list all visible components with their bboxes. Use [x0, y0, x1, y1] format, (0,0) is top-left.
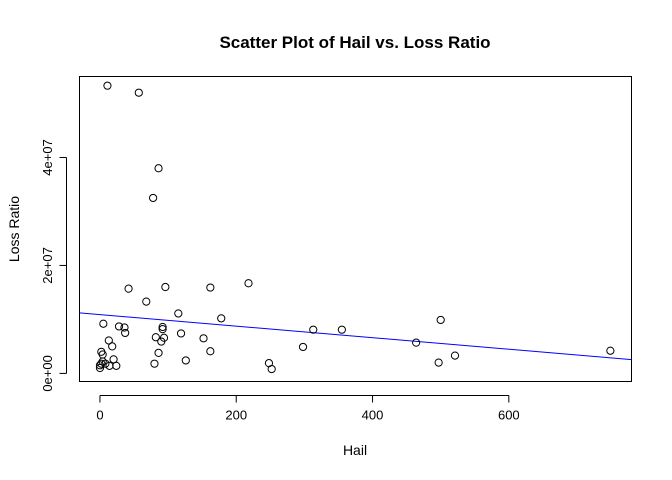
data-point — [158, 322, 167, 332]
data-point — [244, 279, 253, 288]
data-point — [112, 361, 121, 370]
y-tick-label: 0e+00 — [40, 355, 55, 392]
data-points — [95, 81, 615, 374]
data-point — [151, 333, 160, 342]
data-point — [103, 81, 112, 90]
data-point — [97, 347, 106, 356]
data-point — [154, 348, 163, 357]
data-point — [97, 359, 106, 368]
y-axis: 0e+00 2e+07 4e+07 — [40, 139, 67, 392]
data-point — [114, 322, 124, 331]
data-point — [99, 319, 108, 328]
data-point — [124, 284, 133, 293]
data-point — [142, 297, 151, 306]
data-point — [309, 325, 318, 334]
data-point — [134, 88, 143, 97]
x-tick-label: 600 — [498, 408, 520, 423]
data-point — [217, 314, 226, 323]
data-point — [95, 361, 105, 370]
data-point — [450, 351, 460, 360]
data-point — [149, 193, 158, 203]
y-tick-label: 2e+07 — [40, 247, 55, 284]
x-axis: 0 200 400 600 — [96, 395, 520, 423]
data-point — [101, 359, 110, 368]
y-tick-label: 4e+07 — [40, 139, 55, 176]
plot-frame — [79, 76, 632, 382]
data-point — [174, 309, 183, 318]
data-point — [436, 315, 445, 325]
data-point — [104, 336, 113, 345]
x-axis-label: Hail — [343, 442, 367, 458]
data-point — [199, 334, 208, 343]
data-point — [95, 363, 105, 373]
data-point — [120, 323, 129, 332]
data-point — [159, 333, 169, 342]
data-point — [105, 361, 114, 370]
data-point — [206, 347, 215, 356]
regression-line-group — [79, 312, 632, 361]
chart-title: Scatter Plot of Hail vs. Loss Ratio — [219, 33, 490, 52]
data-point — [412, 338, 421, 347]
data-point — [606, 346, 615, 355]
data-point — [434, 358, 443, 367]
regression-line — [79, 312, 632, 361]
x-tick-label: 0 — [96, 408, 103, 423]
y-axis-label: Loss Ratio — [6, 196, 22, 262]
data-point — [181, 356, 190, 365]
data-point — [108, 342, 117, 351]
data-point — [121, 328, 130, 338]
data-point — [154, 164, 163, 173]
data-point — [150, 359, 159, 368]
data-point — [298, 342, 308, 352]
data-point — [267, 364, 276, 374]
data-point — [337, 325, 346, 334]
x-tick-label: 200 — [225, 408, 247, 423]
data-point — [158, 325, 167, 334]
data-point — [176, 329, 186, 338]
data-point — [161, 282, 170, 292]
x-tick-label: 400 — [362, 408, 384, 423]
data-point — [206, 283, 215, 292]
